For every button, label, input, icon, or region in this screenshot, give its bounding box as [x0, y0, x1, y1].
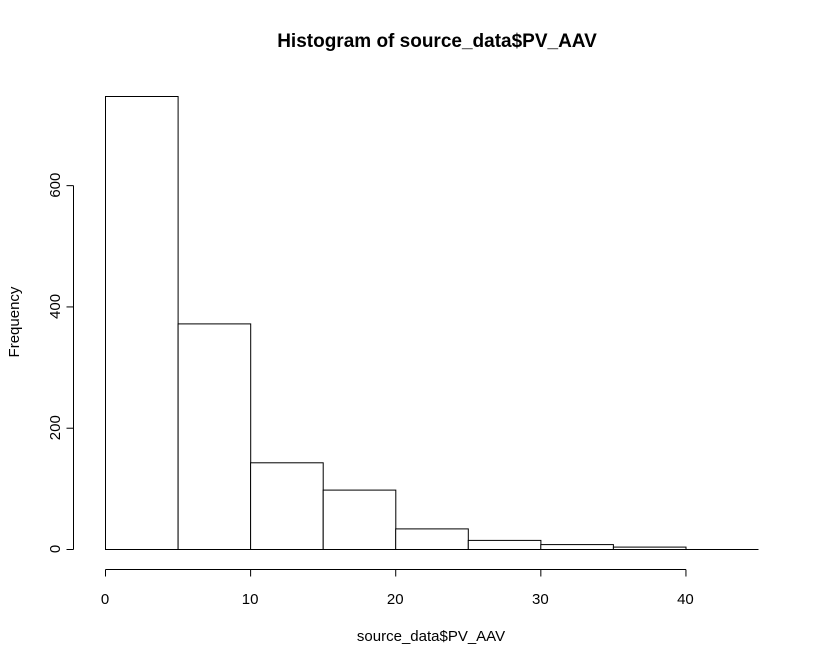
y-tick-label: 600: [47, 173, 64, 198]
x-tick-label: 0: [101, 591, 109, 608]
y-tick-label: 200: [47, 415, 64, 440]
histogram-bar: [612, 546, 687, 550]
y-axis-label: Frequency: [6, 286, 23, 357]
histogram-bar: [322, 489, 397, 551]
histogram-bar: [177, 323, 252, 550]
chart-title: Histogram of source_data$PV_AAV: [277, 31, 597, 52]
x-tick-label: 10: [242, 591, 259, 608]
x-axis: 0 10 20 30 40: [101, 569, 694, 608]
histogram-bar: [540, 544, 614, 550]
y-tick-label: 0: [47, 545, 64, 553]
histogram-bar: [250, 462, 324, 550]
histogram-bar: [395, 528, 469, 551]
y-tick-label: 400: [47, 294, 64, 319]
histogram-bar: [467, 539, 542, 551]
y-axis: 0 200 400 600: [47, 173, 74, 553]
bars-group: [105, 96, 759, 551]
x-tick-label: 40: [677, 591, 694, 608]
x-axis-label: source_data$PV_AAV: [357, 628, 505, 645]
x-tick-label: 30: [532, 591, 549, 608]
histogram-bar: [105, 96, 179, 550]
x-tick-label: 20: [387, 591, 404, 608]
